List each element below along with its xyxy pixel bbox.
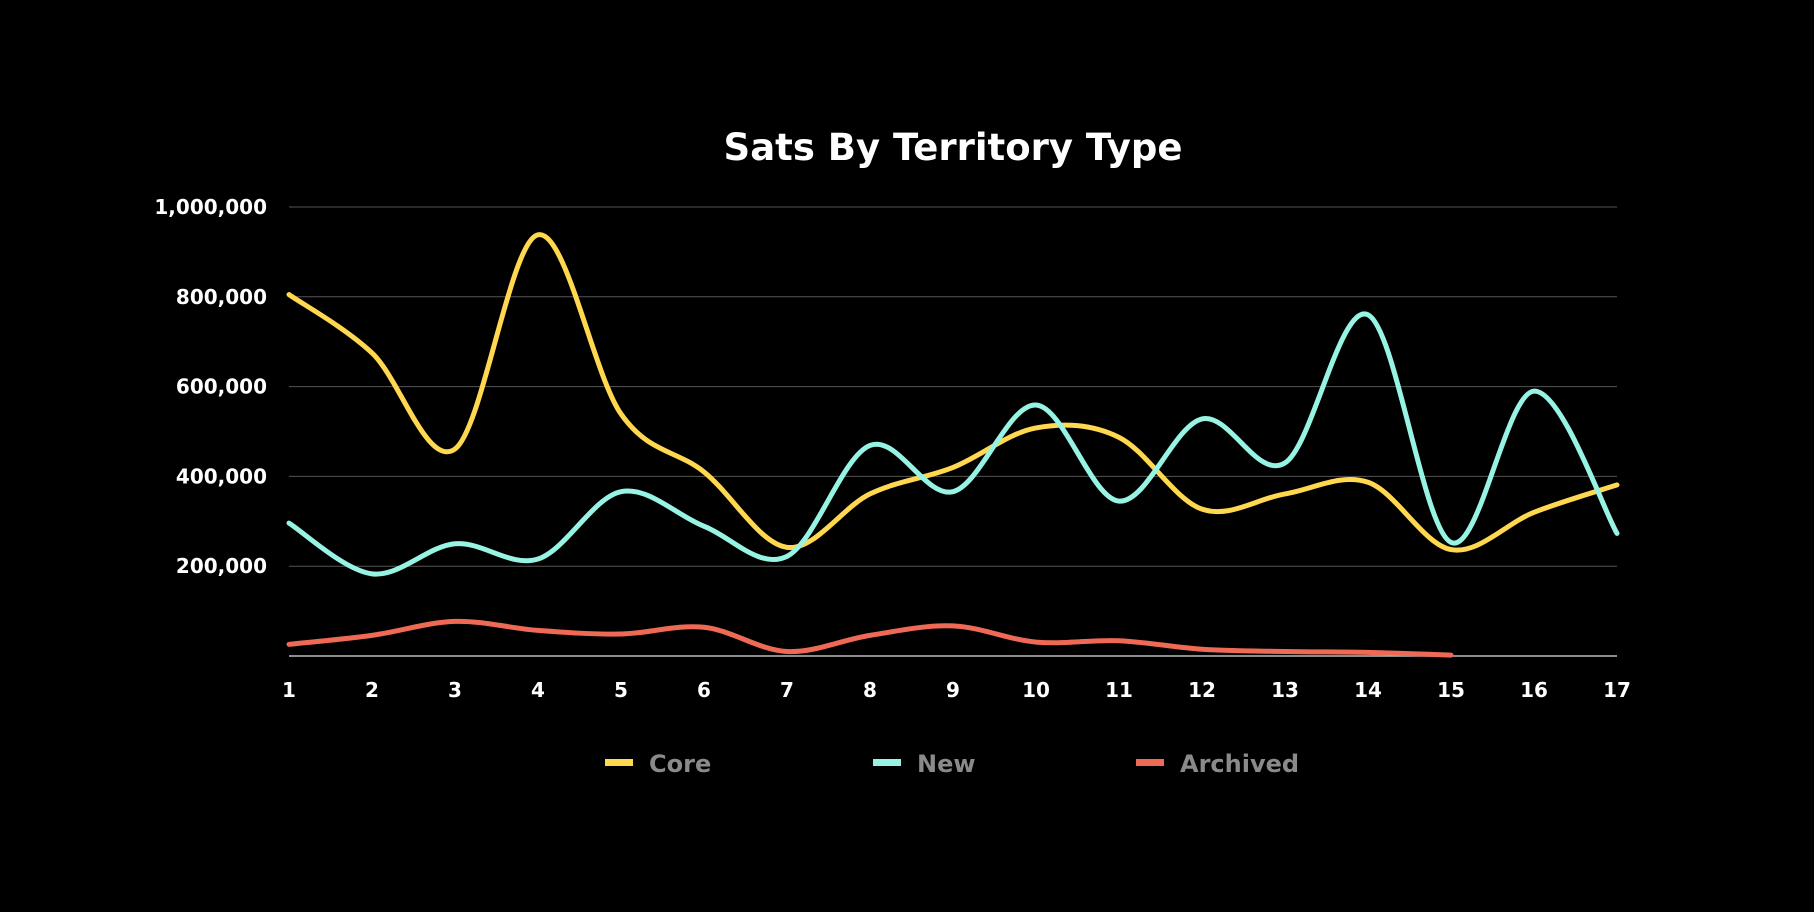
legend-swatch — [873, 759, 901, 766]
series-line-core — [286, 232, 1620, 553]
series-line-new — [286, 311, 1620, 577]
legend-label: Archived — [1180, 750, 1299, 778]
y-tick-label: 200,000 — [176, 554, 267, 578]
y-tick-label: 800,000 — [176, 285, 267, 309]
x-tick-label: 3 — [448, 678, 462, 702]
x-tick-label: 8 — [863, 678, 877, 702]
legend-item-new[interactable]: New — [873, 750, 976, 778]
y-tick-label: 600,000 — [176, 375, 267, 399]
y-axis: 200,000 400,000 600,000 800,000 1,000,000 — [154, 195, 267, 578]
legend-item-core[interactable]: Core — [605, 750, 711, 778]
legend-swatch — [605, 759, 633, 766]
legend: Core New Archived — [605, 750, 1299, 778]
x-tick-label: 5 — [614, 678, 628, 702]
legend-swatch — [1136, 759, 1164, 766]
x-tick-label: 7 — [780, 678, 794, 702]
y-tick-label: 1,000,000 — [154, 195, 267, 219]
grid-lines — [289, 206, 1617, 657]
chart-title: Sats By Territory Type — [724, 126, 1183, 169]
legend-label: Core — [649, 750, 711, 778]
x-tick-label: 2 — [365, 678, 379, 702]
series-lines — [286, 232, 1620, 658]
x-axis: 1 2 3 4 5 6 7 8 9 10 11 12 13 14 15 16 17 — [282, 678, 1631, 702]
x-tick-label: 17 — [1603, 678, 1631, 702]
x-tick-label: 1 — [282, 678, 296, 702]
x-tick-label: 6 — [697, 678, 711, 702]
x-tick-label: 9 — [946, 678, 960, 702]
x-tick-label: 13 — [1271, 678, 1299, 702]
y-tick-label: 400,000 — [176, 464, 267, 488]
x-tick-label: 12 — [1188, 678, 1216, 702]
x-tick-label: 15 — [1437, 678, 1465, 702]
x-tick-label: 16 — [1520, 678, 1548, 702]
x-tick-label: 10 — [1022, 678, 1050, 702]
legend-item-archived[interactable]: Archived — [1136, 750, 1299, 778]
x-tick-label: 4 — [531, 678, 545, 702]
series-line-archived — [286, 618, 1454, 658]
x-tick-label: 11 — [1105, 678, 1133, 702]
legend-label: New — [917, 750, 976, 778]
x-tick-label: 14 — [1354, 678, 1382, 702]
